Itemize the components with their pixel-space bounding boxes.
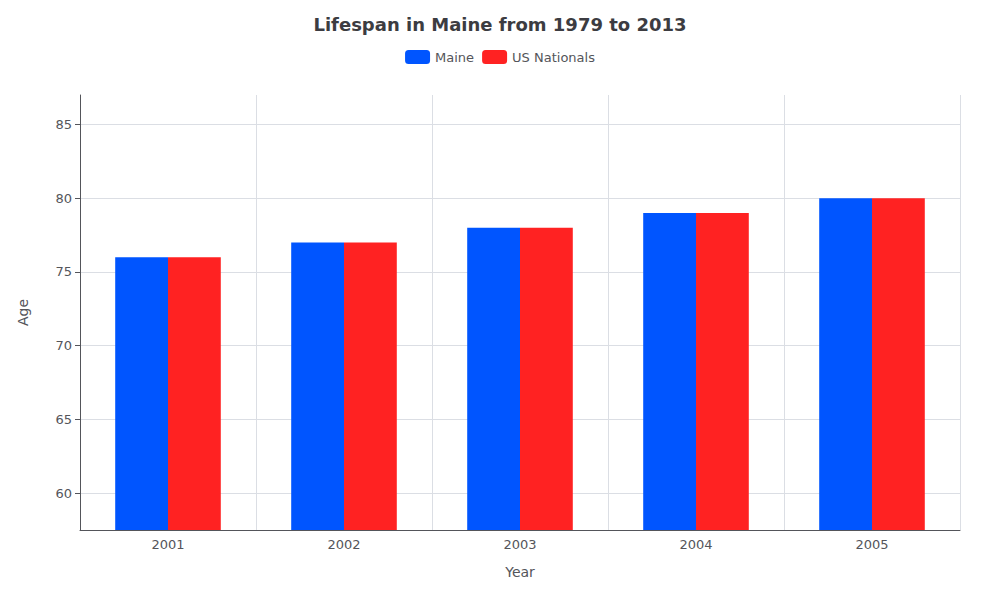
svg-text:Age: Age — [15, 299, 31, 326]
svg-text:2004: 2004 — [679, 537, 712, 552]
svg-text:85: 85 — [55, 117, 72, 132]
svg-text:2002: 2002 — [327, 537, 360, 552]
svg-text:Year: Year — [504, 564, 535, 580]
svg-text:2005: 2005 — [855, 537, 888, 552]
svg-text:70: 70 — [55, 338, 72, 353]
svg-text:US Nationals: US Nationals — [512, 50, 595, 65]
svg-text:80: 80 — [55, 191, 72, 206]
svg-text:65: 65 — [55, 412, 72, 427]
svg-text:Lifespan in Maine from 1979 to: Lifespan in Maine from 1979 to 2013 — [313, 14, 686, 35]
svg-text:2003: 2003 — [503, 537, 536, 552]
svg-text:Maine: Maine — [435, 50, 474, 65]
svg-text:2001: 2001 — [151, 537, 184, 552]
svg-text:60: 60 — [55, 486, 72, 501]
svg-text:75: 75 — [55, 264, 72, 279]
